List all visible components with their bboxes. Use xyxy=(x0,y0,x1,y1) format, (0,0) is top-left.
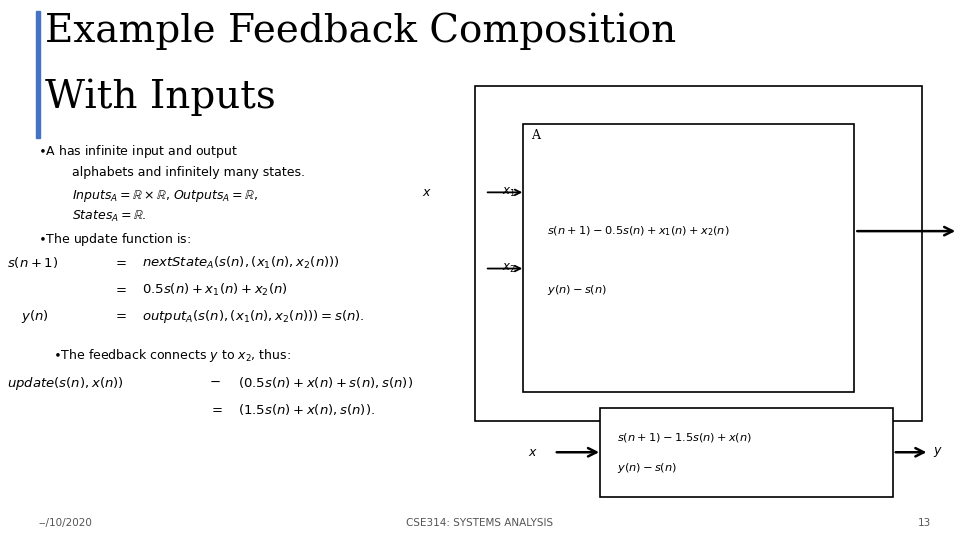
Text: $-$: $-$ xyxy=(209,375,221,388)
Text: $(1.5s(n)+x(n),s(n)).$: $(1.5s(n)+x(n),s(n)).$ xyxy=(238,402,375,417)
Bar xyxy=(600,408,893,497)
Text: $0.5s(n)+x_1(n)+x_2(n)$: $0.5s(n)+x_1(n)+x_2(n)$ xyxy=(142,282,288,298)
Text: $\bullet$A has infinite input and output: $\bullet$A has infinite input and output xyxy=(38,143,239,160)
Text: 13: 13 xyxy=(918,518,931,528)
Text: $s(n+1) - 1.5s(n) + x(n)$: $s(n+1) - 1.5s(n) + x(n)$ xyxy=(617,430,753,443)
Text: $s(n+1)$: $s(n+1)$ xyxy=(7,255,58,270)
Text: $x_2$: $x_2$ xyxy=(502,262,516,275)
Text: $x$: $x$ xyxy=(528,446,538,459)
Text: $\mathit{nextState}_A(s(n),(x_1(n),x_2(n)))$: $\mathit{nextState}_A(s(n),(x_1(n),x_2(n… xyxy=(142,255,340,271)
Text: $=$: $=$ xyxy=(113,255,128,268)
Text: With Inputs: With Inputs xyxy=(45,78,276,116)
Bar xyxy=(36,11,40,138)
Text: $\bullet$The update function is:: $\bullet$The update function is: xyxy=(38,231,191,247)
Text: --/10/2020: --/10/2020 xyxy=(38,518,92,528)
Text: $y(n) - s(n)$: $y(n) - s(n)$ xyxy=(547,283,608,297)
Text: $\bullet$The feedback connects $y$ to $x_2$, thus:: $\bullet$The feedback connects $y$ to $x… xyxy=(53,347,291,363)
Text: $y$: $y$ xyxy=(933,446,943,459)
Text: A: A xyxy=(531,129,540,141)
Text: $y(n)$: $y(n)$ xyxy=(21,308,49,325)
Text: $x$: $x$ xyxy=(422,186,432,199)
Text: $=$: $=$ xyxy=(113,282,128,295)
Text: $\mathit{Inputs}_A = \mathbb{R} \times \mathbb{R}$, $\mathit{Outputs}_A = \mathb: $\mathit{Inputs}_A = \mathbb{R} \times \… xyxy=(72,188,258,204)
Bar xyxy=(523,124,854,392)
Text: $y(n) - s(n)$: $y(n) - s(n)$ xyxy=(617,461,678,475)
Bar xyxy=(475,86,922,421)
Text: $(0.5s(n)+x(n)+s(n),s(n))$: $(0.5s(n)+x(n)+s(n),s(n))$ xyxy=(238,375,413,390)
Text: $=$: $=$ xyxy=(209,402,224,415)
Text: $\mathit{output}_A(s(n),(x_1(n),x_2(n))) = s(n).$: $\mathit{output}_A(s(n),(x_1(n),x_2(n)))… xyxy=(142,308,365,325)
Text: $s(n+1) - 0.5s(n) + x_1(n) + x_2(n)$: $s(n+1) - 0.5s(n) + x_1(n) + x_2(n)$ xyxy=(547,224,730,238)
Text: CSE314: SYSTEMS ANALYSIS: CSE314: SYSTEMS ANALYSIS xyxy=(406,518,554,528)
Text: $\mathit{update}(s(n),x(n))$: $\mathit{update}(s(n),x(n))$ xyxy=(7,375,124,392)
Text: $x_1$: $x_1$ xyxy=(502,186,516,199)
Text: $\mathit{States}_A = \mathbb{R}$.: $\mathit{States}_A = \mathbb{R}$. xyxy=(72,209,147,224)
Text: alphabets and infinitely many states.: alphabets and infinitely many states. xyxy=(72,166,305,179)
Text: Example Feedback Composition: Example Feedback Composition xyxy=(45,12,677,50)
Text: $=$: $=$ xyxy=(113,308,128,321)
